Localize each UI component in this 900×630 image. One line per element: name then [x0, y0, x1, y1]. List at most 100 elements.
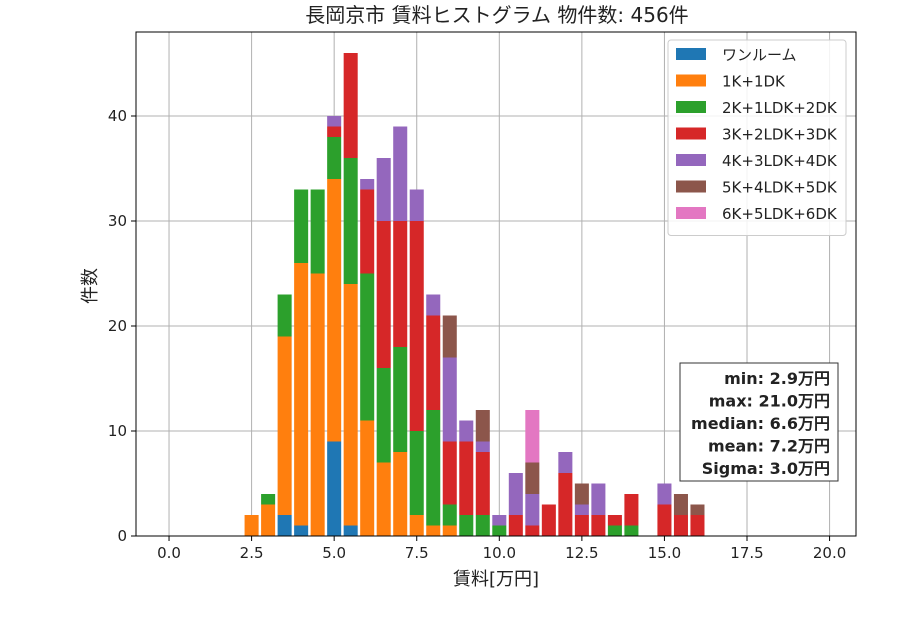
legend-swatch [676, 101, 706, 113]
x-axis-label: 賃料[万円] [453, 569, 539, 590]
legend-entry: 2K+1LDK+2DK [722, 99, 838, 117]
bar-segment [277, 294, 292, 337]
bar-segment [327, 137, 342, 179]
stats-box-frame [679, 362, 839, 482]
y-tick-label: 0 [117, 527, 127, 545]
bar-segment [393, 347, 408, 452]
legend-entry: ワンルーム [722, 46, 797, 64]
bar-segment [327, 126, 342, 137]
bar-segment [525, 494, 540, 526]
bar-segment [508, 473, 523, 515]
x-tick-label: 0.0 [157, 544, 181, 562]
bar-segment [294, 189, 309, 263]
bar-segment [426, 315, 441, 410]
bars [244, 53, 705, 536]
bar-segment [525, 410, 540, 463]
legend-entry: 5K+4LDK+5DK [722, 179, 838, 197]
bar-segment [343, 284, 358, 526]
x-tick-label: 15.0 [648, 544, 681, 562]
bar-segment [244, 515, 259, 536]
y-axis-label: 件数 [80, 268, 101, 304]
x-tick-label: 12.5 [565, 544, 598, 562]
bar-segment [343, 158, 358, 284]
bar-segment [558, 452, 573, 473]
legend-swatch [676, 74, 706, 87]
bar-segment [310, 189, 325, 274]
bar-segment [310, 273, 325, 536]
bar-segment [475, 452, 490, 515]
bar-segment [475, 515, 490, 536]
bar-segment [475, 410, 490, 442]
bar-segment [409, 515, 424, 536]
bar-segment [574, 483, 589, 505]
legend-swatch [676, 180, 706, 193]
bar-segment [376, 368, 391, 463]
bar-segment [657, 483, 672, 505]
bar-segment [558, 473, 573, 536]
bar-segment [525, 462, 540, 494]
stats-line: Sigma: 3.0万円 [702, 459, 830, 478]
bar-segment [657, 504, 672, 536]
bar-segment [442, 504, 457, 526]
legend-entry: 1K+1DK [722, 73, 786, 91]
bar-segment [261, 494, 276, 505]
stats-box: min: 2.9万円 max: 21.0万円 median: 6.6万円 mean: … [679, 362, 839, 482]
bar-segment [360, 273, 375, 421]
bar-segment [442, 357, 457, 442]
stats-line: mean: 7.2万円 [708, 437, 830, 456]
legend-swatch [676, 48, 706, 60]
bar-segment [690, 504, 705, 515]
bar-segment [459, 420, 474, 442]
bar-segment [508, 515, 523, 536]
bar-segment [591, 515, 606, 536]
bar-segment [393, 221, 408, 347]
bar-segment [294, 263, 309, 526]
bar-segment [261, 504, 276, 536]
bar-segment [459, 515, 474, 536]
y-tick-label: 10 [108, 422, 127, 440]
x-tick-label: 17.5 [730, 544, 763, 562]
bar-segment [376, 462, 391, 536]
legend-entry: 6K+5LDK+6DK [722, 205, 838, 223]
chart-title: 長岡京市 賃料ヒストグラム 物件数: 456件 [305, 3, 688, 27]
bar-segment [492, 515, 507, 526]
x-tick-label: 2.5 [240, 544, 264, 562]
bar-segment [277, 336, 292, 515]
x-axis-ticks: 0.0 2.5 5.0 7.5 10.0 12.5 15.0 17.5 20.0 [157, 536, 846, 562]
legend-swatch [676, 207, 706, 219]
bar-segment [541, 504, 556, 536]
stats-line: min: 2.9万円 [724, 369, 830, 388]
bar-segment [343, 525, 358, 536]
bar-segment [426, 525, 441, 536]
bar-segment [360, 179, 375, 190]
y-tick-label: 30 [108, 212, 127, 230]
bar-segment [294, 525, 309, 536]
bar-segment [475, 441, 490, 452]
bar-segment [607, 525, 622, 536]
bar-segment [574, 504, 589, 515]
bar-segment [525, 525, 540, 536]
bar-segment [343, 53, 358, 158]
bar-segment [393, 126, 408, 221]
bar-segment [442, 441, 457, 505]
y-tick-label: 40 [108, 107, 127, 125]
bar-segment [327, 179, 342, 442]
bar-segment [409, 221, 424, 431]
bar-segment [690, 515, 705, 536]
bar-segment [459, 441, 474, 515]
bar-segment [673, 494, 688, 515]
legend-swatch [676, 127, 706, 140]
bar-segment [277, 515, 292, 536]
stats-line: median: 6.6万円 [691, 414, 830, 433]
bar-segment [442, 315, 457, 358]
bar-segment [591, 483, 606, 515]
bar-segment [574, 515, 589, 536]
bar-segment [624, 494, 639, 526]
stats-line: max: 21.0万円 [709, 392, 830, 411]
bar-segment [426, 410, 441, 526]
bar-segment [624, 525, 639, 536]
legend-box [667, 39, 847, 236]
x-tick-label: 5.0 [322, 544, 346, 562]
bar-segment [607, 515, 622, 526]
